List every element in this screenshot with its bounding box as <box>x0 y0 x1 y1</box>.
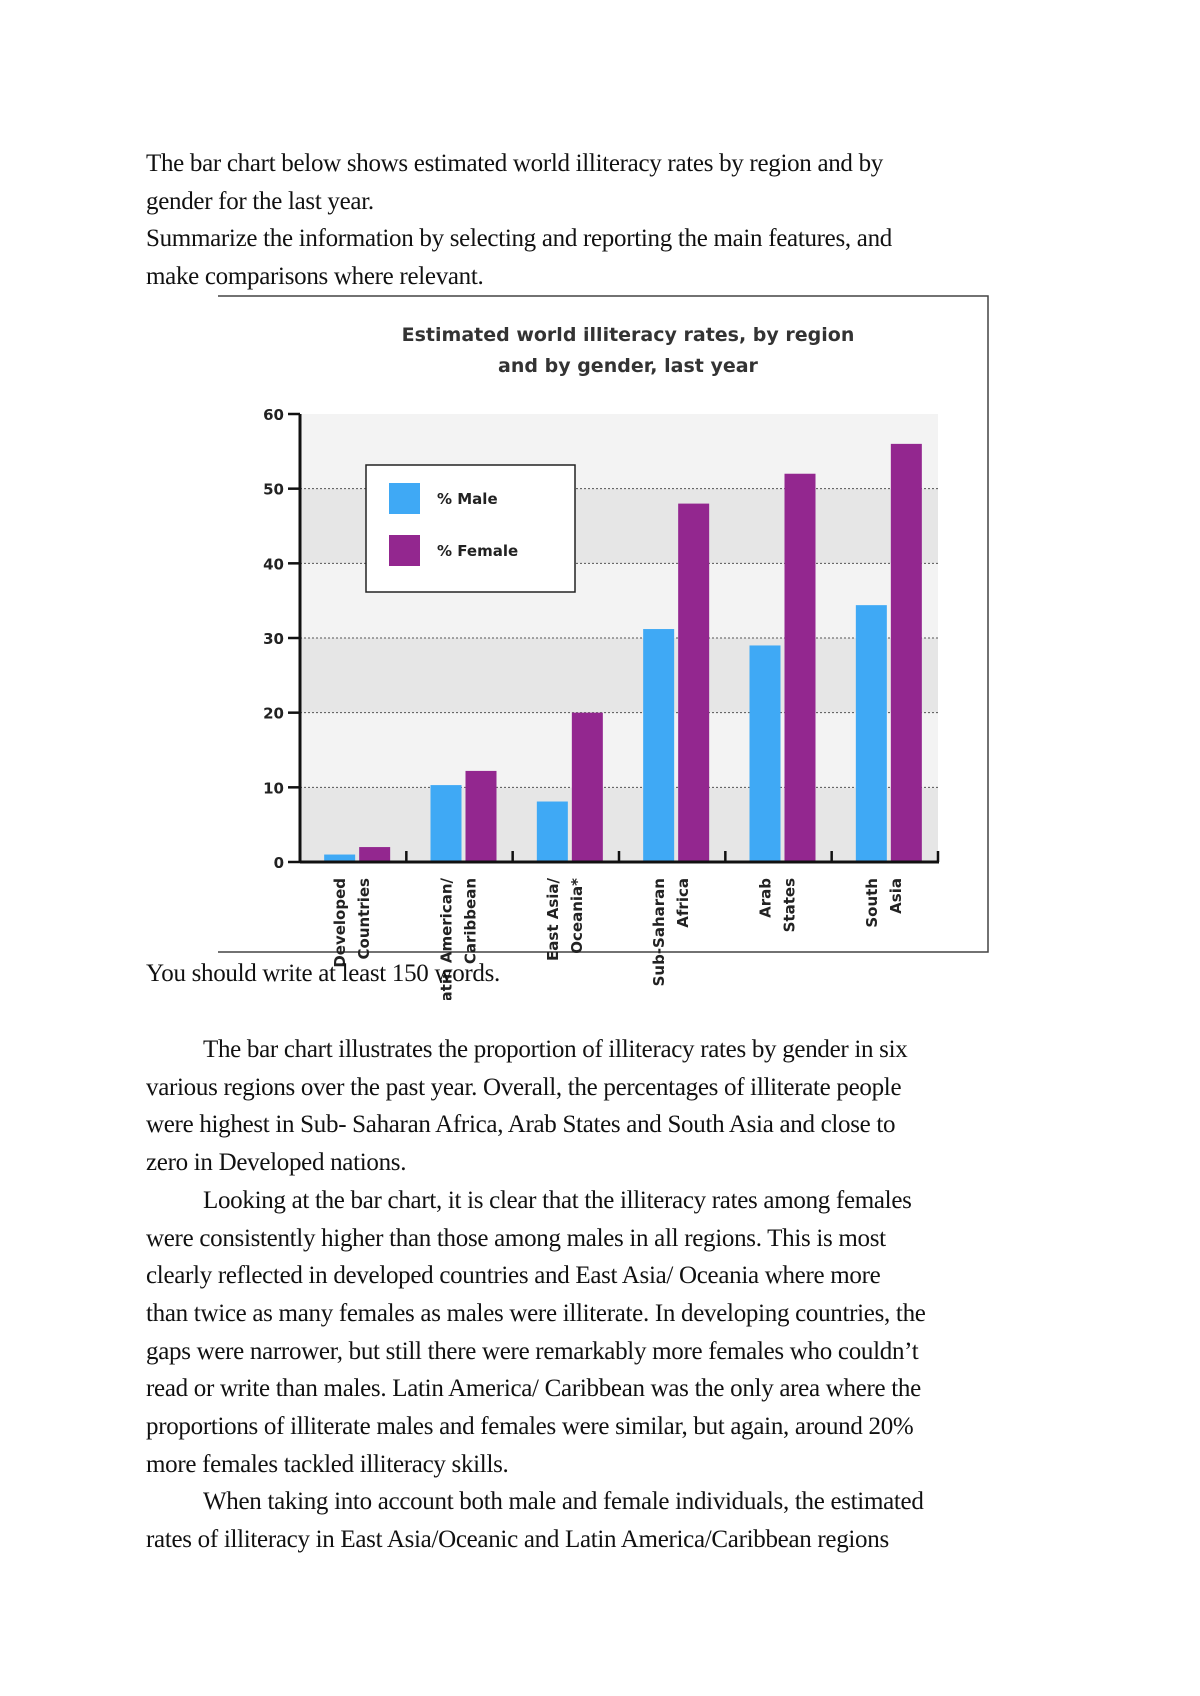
category-label: East Asia/ <box>544 877 562 960</box>
category-label: Arab <box>757 878 775 918</box>
plot-band <box>300 787 938 862</box>
chart-frame <box>218 295 989 953</box>
legend-swatch-male <box>389 483 420 514</box>
essay-line: gaps were narrower, but still there were… <box>146 1337 919 1365</box>
bar-male <box>430 785 462 862</box>
essay-line: than twice as many females as males were… <box>146 1299 926 1327</box>
bar-male <box>536 801 568 862</box>
bar-female <box>678 503 710 862</box>
prompt-line: The bar chart below shows estimated worl… <box>146 150 883 177</box>
illiteracy-bar-chart: 0 10 20 30 40 50 60 Estimated world illiteracy … <box>218 295 989 1000</box>
bar-male <box>855 605 887 862</box>
category-label: Asia <box>887 878 905 914</box>
legend-label: % Female <box>437 542 518 560</box>
essay-line: proportions of illiterate males and fema… <box>146 1413 914 1440</box>
bar-male <box>324 854 356 862</box>
legend-swatch-female <box>389 535 420 566</box>
prompt-line: make comparisons where relevant. <box>146 262 484 290</box>
essay-line: When taking into account both male and f… <box>203 1488 924 1516</box>
word-requirement: You should write at least 150 words. <box>146 960 501 987</box>
plot-band <box>300 638 938 713</box>
bar-female <box>890 443 922 862</box>
bar-male <box>643 629 675 862</box>
category-label: Latin American/ <box>438 877 456 1000</box>
bar-female <box>571 712 603 862</box>
legend-label: % Male <box>437 490 498 508</box>
category-label: South <box>863 878 881 928</box>
category-label: Sub-Saharan <box>650 878 668 986</box>
essay-line: rates of illiteracy in East Asia/Oceanic… <box>146 1526 889 1554</box>
category-label: Countries <box>355 878 373 960</box>
y-tick-label: 50 <box>263 481 284 499</box>
bar-female <box>359 847 391 862</box>
y-tick-label: 30 <box>263 630 284 648</box>
plot-band <box>300 712 938 788</box>
y-tick-label: 0 <box>274 854 284 872</box>
essay-line: were consistently higher than those amon… <box>146 1224 886 1252</box>
chart-title: Estimated world illiteracy rates, by reg… <box>402 324 855 346</box>
y-tick-label: 40 <box>263 555 284 573</box>
essay-line: were highest in Sub- Saharan Africa, Ara… <box>146 1111 896 1139</box>
essay-line: zero in Developed nations. <box>146 1149 407 1177</box>
essay-line: read or write than males. Latin America/… <box>146 1375 921 1403</box>
chart-title: and by gender, last year <box>498 355 759 377</box>
category-label: Caribbean <box>462 878 480 964</box>
essay-line: The bar chart illustrates the proportion… <box>203 1036 908 1063</box>
category-label: Oceania* <box>568 878 586 954</box>
prompt-line: Summarize the information by selecting a… <box>146 225 893 252</box>
y-tick-label: 10 <box>263 779 284 797</box>
bar-female <box>784 473 816 862</box>
essay-line: more females tackled illiteracy skills. <box>146 1450 509 1478</box>
prompt-line: gender for the last year. <box>146 187 374 215</box>
bar-female <box>465 770 497 862</box>
essay-line: various regions over the past year. Over… <box>146 1073 902 1101</box>
category-label: Africa <box>674 878 692 928</box>
essay-line: clearly reflected in developed countries… <box>146 1262 881 1290</box>
y-tick-label: 60 <box>263 406 284 424</box>
bar-male <box>749 645 781 862</box>
category-label: Developed <box>331 878 349 968</box>
essay-line: Looking at the bar chart, it is clear th… <box>203 1186 912 1214</box>
category-label: States <box>781 878 799 932</box>
y-tick-label: 20 <box>263 705 284 723</box>
